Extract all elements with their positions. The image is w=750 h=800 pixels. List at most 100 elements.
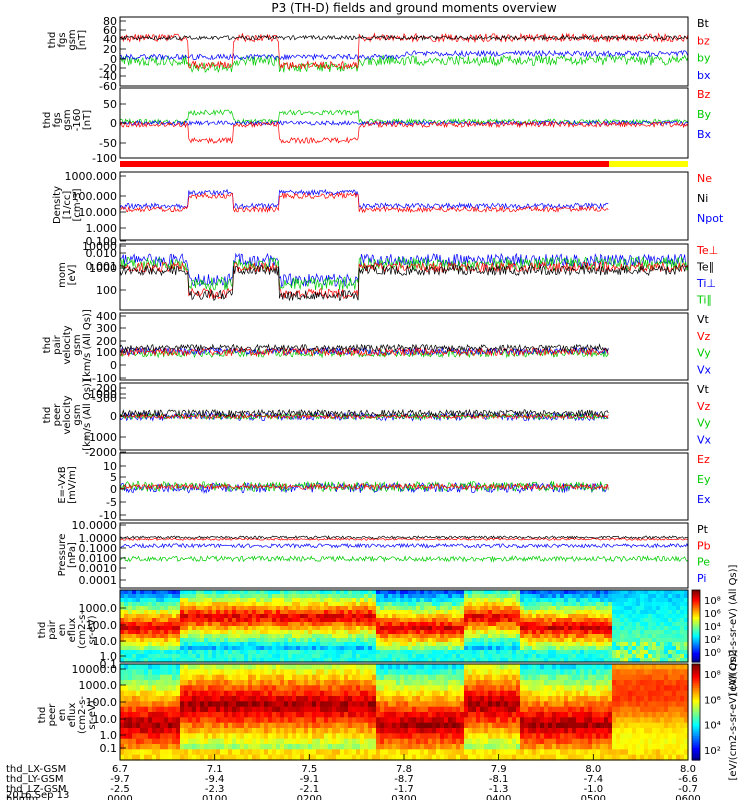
spectrogram-cell [496,594,501,599]
spectrogram-cell [624,744,629,750]
spectrogram-cell [368,634,373,639]
spectrogram-cell [576,610,581,615]
spectrogram-cell [524,606,529,611]
spectrogram-cell [200,618,205,623]
spectrogram-cell [524,701,529,708]
spectrogram-cell [596,749,601,756]
spectrogram-cell [376,654,381,659]
spectrogram-cell [140,696,145,702]
spectrogram-cell [344,701,349,708]
spectrogram-cell [412,614,417,619]
spectrogram-cell [408,701,413,708]
spectrogram-cell [652,602,657,607]
spectrogram-cell [484,733,489,740]
spectrogram-cell [412,754,417,761]
spectrogram-cell [560,634,565,639]
spectrogram-cell [236,706,241,713]
spectrogram-cell [212,614,217,619]
spectrogram-cell [308,658,313,663]
spectrogram-cell [308,626,313,631]
spectrogram-cell [496,610,501,615]
spectrogram-cell [500,717,505,724]
spectrogram-cell [284,717,289,724]
spectrogram-cell [536,728,541,734]
spectrogram-cell [636,614,641,619]
spectrogram-cell [160,712,165,718]
spectrogram-cell [456,654,461,659]
spectrogram-cell [344,622,349,627]
spectrogram-cell [368,590,373,595]
spectrogram-cell [204,717,209,724]
spectrogram-cell [644,614,649,619]
spectrogram-cell [364,638,369,643]
spectrogram-cell [524,733,529,740]
spectrogram-cell [292,618,297,623]
spectrogram-cell [168,744,173,750]
spectrogram-cell [368,626,373,631]
spectrogram-cell [528,658,533,663]
spectrogram-cell [548,706,553,713]
spectrogram-cell [648,664,653,670]
spectrogram-cell [560,706,565,713]
spectrogram-cell [128,610,133,615]
spectrogram-cell [252,614,257,619]
spectrogram-cell [388,749,393,756]
spectrogram-cell [168,650,173,655]
spectrogram-cell [408,722,413,729]
spectrogram-cell [452,685,457,692]
spectrogram-cell [468,630,473,635]
spectrogram-cell [128,598,133,603]
spectrogram-cell [376,674,381,681]
spectrogram-cell [536,630,541,635]
spectrogram-cell [196,594,201,599]
spectrogram-cell [648,738,653,745]
spectrogram-cell [200,738,205,745]
spectrogram-cell [540,610,545,615]
spectrogram-cell [168,610,173,615]
spectrogram-cell [644,690,649,697]
spectrogram-cell [120,598,125,603]
spectrogram-cell [632,590,637,595]
spectrogram-cell [292,614,297,619]
spectrogram-cell [432,602,437,607]
spectrogram-cell [552,590,557,595]
spectrogram-cell [448,594,453,599]
spectrogram-cell [300,685,305,692]
spectrogram-cell [500,646,505,651]
spectrogram-cell [292,733,297,740]
spectrogram-cell [160,754,165,761]
spectrogram-cell [404,706,409,713]
spectrogram-cell [656,680,661,686]
spectrogram-cell [476,733,481,740]
spectrogram-cell [568,744,573,750]
spectrogram-cell [676,626,681,631]
spectrogram-cell [132,685,137,692]
spectrogram-cell [584,674,589,681]
spectrogram-cell [480,634,485,639]
spectrogram-cell [580,733,585,740]
spectrogram-cell [372,728,377,734]
spectrogram-cell [556,626,561,631]
spectrogram-cell [448,680,453,686]
spectrogram-cell [648,706,653,713]
spectrogram-cell [188,638,193,643]
spectrogram-cell [512,598,517,603]
spectrogram-cell [604,680,609,686]
spectrogram-cell [680,638,685,643]
spectrogram-cell [352,690,357,697]
spectrogram-cell [540,642,545,647]
spectrogram-cell [128,706,133,713]
spectrogram-cell [208,744,213,750]
spectrogram-cell [620,614,625,619]
spectrogram-cell [372,630,377,635]
spectrogram-cell [640,598,645,603]
spectrogram-cell [360,722,365,729]
spectrogram-cell [644,712,649,718]
spectrogram-cell [284,598,289,603]
spectrogram-cell [232,680,237,686]
spectrogram-cell [304,590,309,595]
spectrogram-cell [152,626,157,631]
spectrogram-cell [488,594,493,599]
spectrogram-cell [240,642,245,647]
spectrogram-cell [572,680,577,686]
